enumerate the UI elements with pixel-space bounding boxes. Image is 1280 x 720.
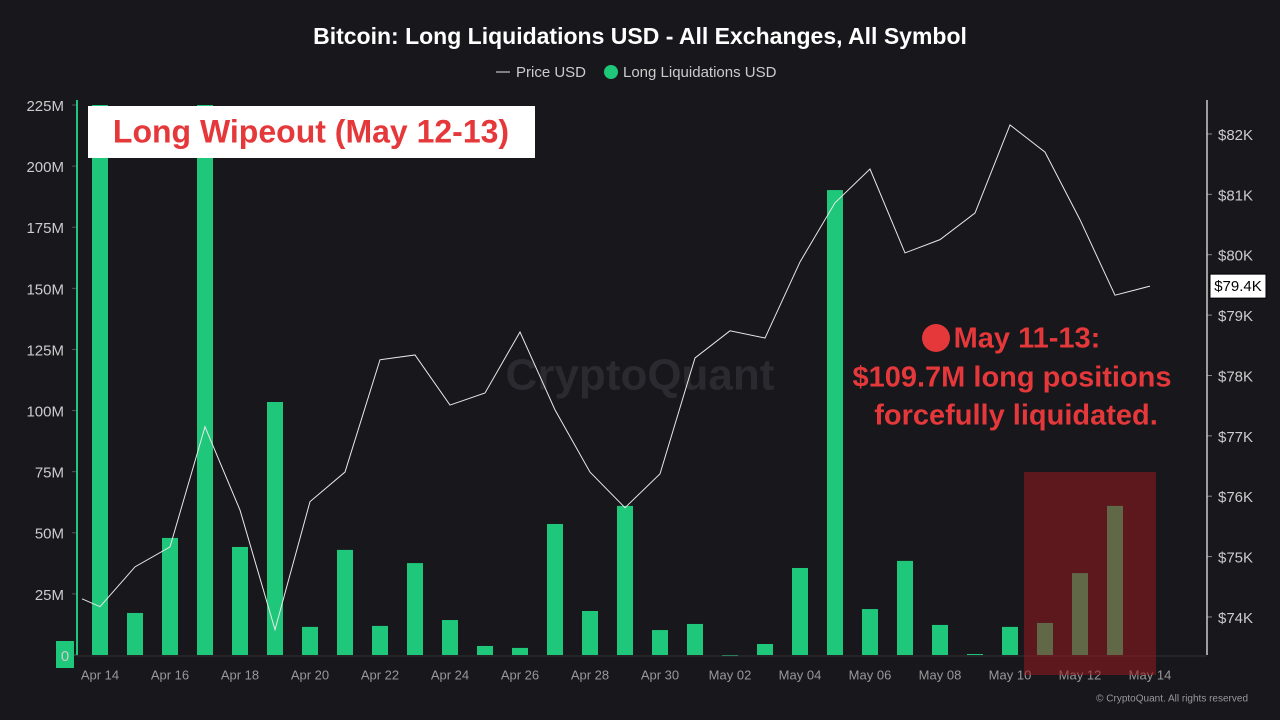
bar xyxy=(442,620,458,655)
annotation-box xyxy=(88,106,535,158)
y-tick-label: 175M xyxy=(26,220,64,237)
annotation-text: $109.7M long positions xyxy=(852,362,1171,394)
bar xyxy=(967,654,983,655)
x-tick-label: Apr 28 xyxy=(571,667,609,682)
bar xyxy=(897,560,913,655)
bar xyxy=(162,537,178,655)
y2-tick-label: $76K xyxy=(1218,489,1253,506)
bar xyxy=(512,647,528,655)
x-tick-label: Apr 16 xyxy=(151,667,189,682)
bar xyxy=(1002,626,1018,655)
annotation-text: forcefully liquidated. xyxy=(874,400,1158,432)
bar xyxy=(477,645,493,655)
price-tag-label: $79.4K xyxy=(1214,278,1262,295)
y-tick-label: 200M xyxy=(26,159,64,176)
price-tag xyxy=(1209,273,1267,299)
annotation-title: Long Wipeout (May 12-13) xyxy=(113,113,509,149)
copyright: © CryptoQuant. All rights reserved xyxy=(1096,694,1248,705)
x-tick-label: Apr 22 xyxy=(361,667,399,682)
x-tick-label: Apr 18 xyxy=(221,667,259,682)
y-tick-label: 75M xyxy=(35,465,64,482)
y2-tick-label: $75K xyxy=(1218,550,1253,567)
bar xyxy=(932,624,948,655)
x-tick-label: Apr 20 xyxy=(291,667,329,682)
y-tick-label: 150M xyxy=(26,281,64,298)
bar xyxy=(372,625,388,655)
x-tick-label: Apr 24 xyxy=(431,667,469,682)
y2-tick-label: $82K xyxy=(1218,127,1253,144)
bar xyxy=(547,523,563,655)
y2-tick-label: $74K xyxy=(1218,610,1253,627)
bar xyxy=(92,105,108,655)
y-tick-label: 125M xyxy=(26,342,64,359)
bar xyxy=(827,190,843,656)
y2-tick-label: $78K xyxy=(1218,368,1253,385)
legend-dot xyxy=(604,65,618,79)
y2-tick-label: $79K xyxy=(1218,308,1253,325)
x-tick-label: May 08 xyxy=(919,667,962,682)
bar xyxy=(407,563,423,655)
bar xyxy=(792,567,808,655)
y-tick-label: 100M xyxy=(26,404,64,421)
y2-tick-label: $80K xyxy=(1218,248,1253,265)
bar xyxy=(582,611,598,655)
legend-label: Long Liquidations USD xyxy=(623,64,777,81)
bar xyxy=(652,630,668,655)
bar xyxy=(617,505,633,655)
bar xyxy=(722,655,738,656)
y-tick-label: 25M xyxy=(35,587,64,604)
x-tick-label: Apr 26 xyxy=(501,667,539,682)
price-line xyxy=(81,124,1151,632)
bar xyxy=(687,623,703,655)
y-tick-label: 0 xyxy=(61,648,69,665)
bar xyxy=(302,626,318,655)
y2-tick-label: $81K xyxy=(1218,187,1253,204)
x-tick-label: Apr 14 xyxy=(81,667,119,682)
y-tick-label: 225M xyxy=(26,98,64,115)
annotation-text: May 11-13: xyxy=(954,323,1101,355)
x-tick-label: May 04 xyxy=(779,667,822,682)
annotation-dot xyxy=(922,324,950,352)
x-tick-label: May 10 xyxy=(989,667,1032,682)
bar xyxy=(267,402,283,655)
bar xyxy=(337,549,353,655)
zero-tag xyxy=(56,641,74,668)
bar xyxy=(127,612,143,655)
y-tick-label: 50M xyxy=(35,526,64,543)
x-tick-label: May 06 xyxy=(849,667,892,682)
legend-label: Price USD xyxy=(516,64,586,81)
x-tick-label: May 02 xyxy=(709,667,752,682)
bar xyxy=(232,546,248,655)
chart-title: Bitcoin: Long Liquidations USD - All Exc… xyxy=(313,23,967,49)
highlight-box xyxy=(1024,472,1156,675)
x-tick-label: Apr 30 xyxy=(641,667,679,682)
bar xyxy=(757,644,773,655)
watermark: CryptoQuant xyxy=(506,351,775,400)
bar xyxy=(197,105,213,655)
bar xyxy=(862,609,878,655)
y2-tick-label: $77K xyxy=(1218,429,1253,446)
